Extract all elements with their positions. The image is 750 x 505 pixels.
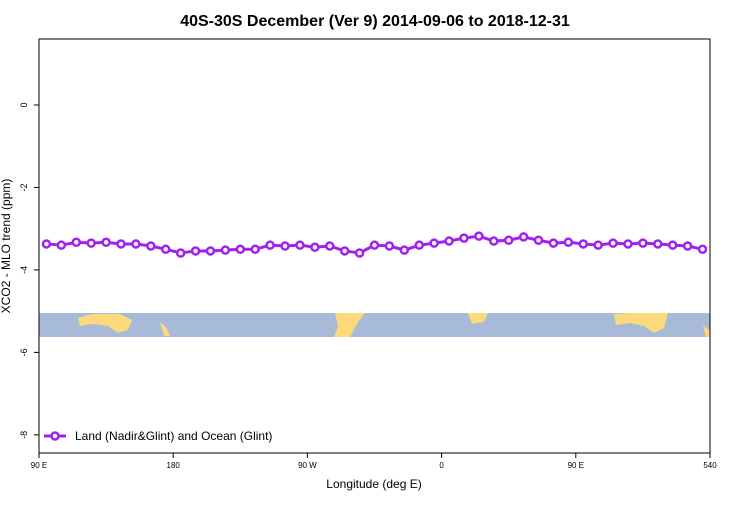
data-point [250,244,260,255]
data-point [339,246,350,256]
y-tick-label: -2 [19,183,29,191]
data-point [474,231,484,241]
x-tick-label: 180 [167,461,181,470]
y-tick-label: -4 [19,266,29,274]
chart-title: 40S-30S December (Ver 9) 2014-09-06 to 2… [180,13,570,30]
data-point [608,238,618,248]
data-point [384,241,395,251]
data-point [131,239,141,249]
data-point [101,237,111,248]
data-point [71,237,82,248]
data-point [653,239,663,249]
x-tick-label: 540 [703,461,717,470]
x-tick-label: 0 [439,461,444,470]
data-point [444,236,454,246]
data-point [116,239,126,249]
data-point [280,241,290,251]
data-point [220,245,231,255]
data-point [399,245,410,255]
data-point [489,236,499,246]
data-point [414,240,424,250]
map-strip [39,313,710,337]
data-point [86,238,96,248]
data-point [310,242,320,252]
data-point [295,240,305,250]
data-point [459,233,469,243]
legend-marker [50,431,60,441]
data-point [578,239,589,249]
data-point [160,244,171,255]
data-point [175,248,186,258]
data-point [354,248,365,258]
legend-label: Land (Nadir&Glint) and Ocean (Glint) [75,429,272,443]
y-tick-label: 0 [19,102,29,107]
y-tick-label: -8 [19,431,29,439]
x-axis-label: Longitude (deg E) [326,477,421,491]
data-point [682,241,693,251]
data-point [518,232,529,242]
data-point [503,235,514,245]
y-tick-label: -6 [19,348,29,356]
data-point [593,240,603,250]
data-point [235,244,246,255]
data-point [146,241,156,251]
plot-frame [38,38,711,454]
x-tick-label: 90 E [568,461,584,470]
data-point [369,240,380,250]
data-point [548,238,559,248]
data-point [667,240,678,250]
data-point [623,239,633,249]
data-point [563,237,574,248]
data-point [533,235,544,245]
data-point [190,246,201,256]
x-tick-label: 90 W [298,461,317,470]
data-point [429,238,439,248]
data-point [41,239,52,249]
data-point [265,240,275,250]
x-tick-label: 90 E [31,461,47,470]
data-point [325,241,335,251]
data-point [56,240,67,250]
data-point [697,244,708,255]
data-point [205,246,216,256]
y-axis-label: XCO2 - MLO trend (ppm) [0,179,13,314]
data-point [638,238,648,248]
